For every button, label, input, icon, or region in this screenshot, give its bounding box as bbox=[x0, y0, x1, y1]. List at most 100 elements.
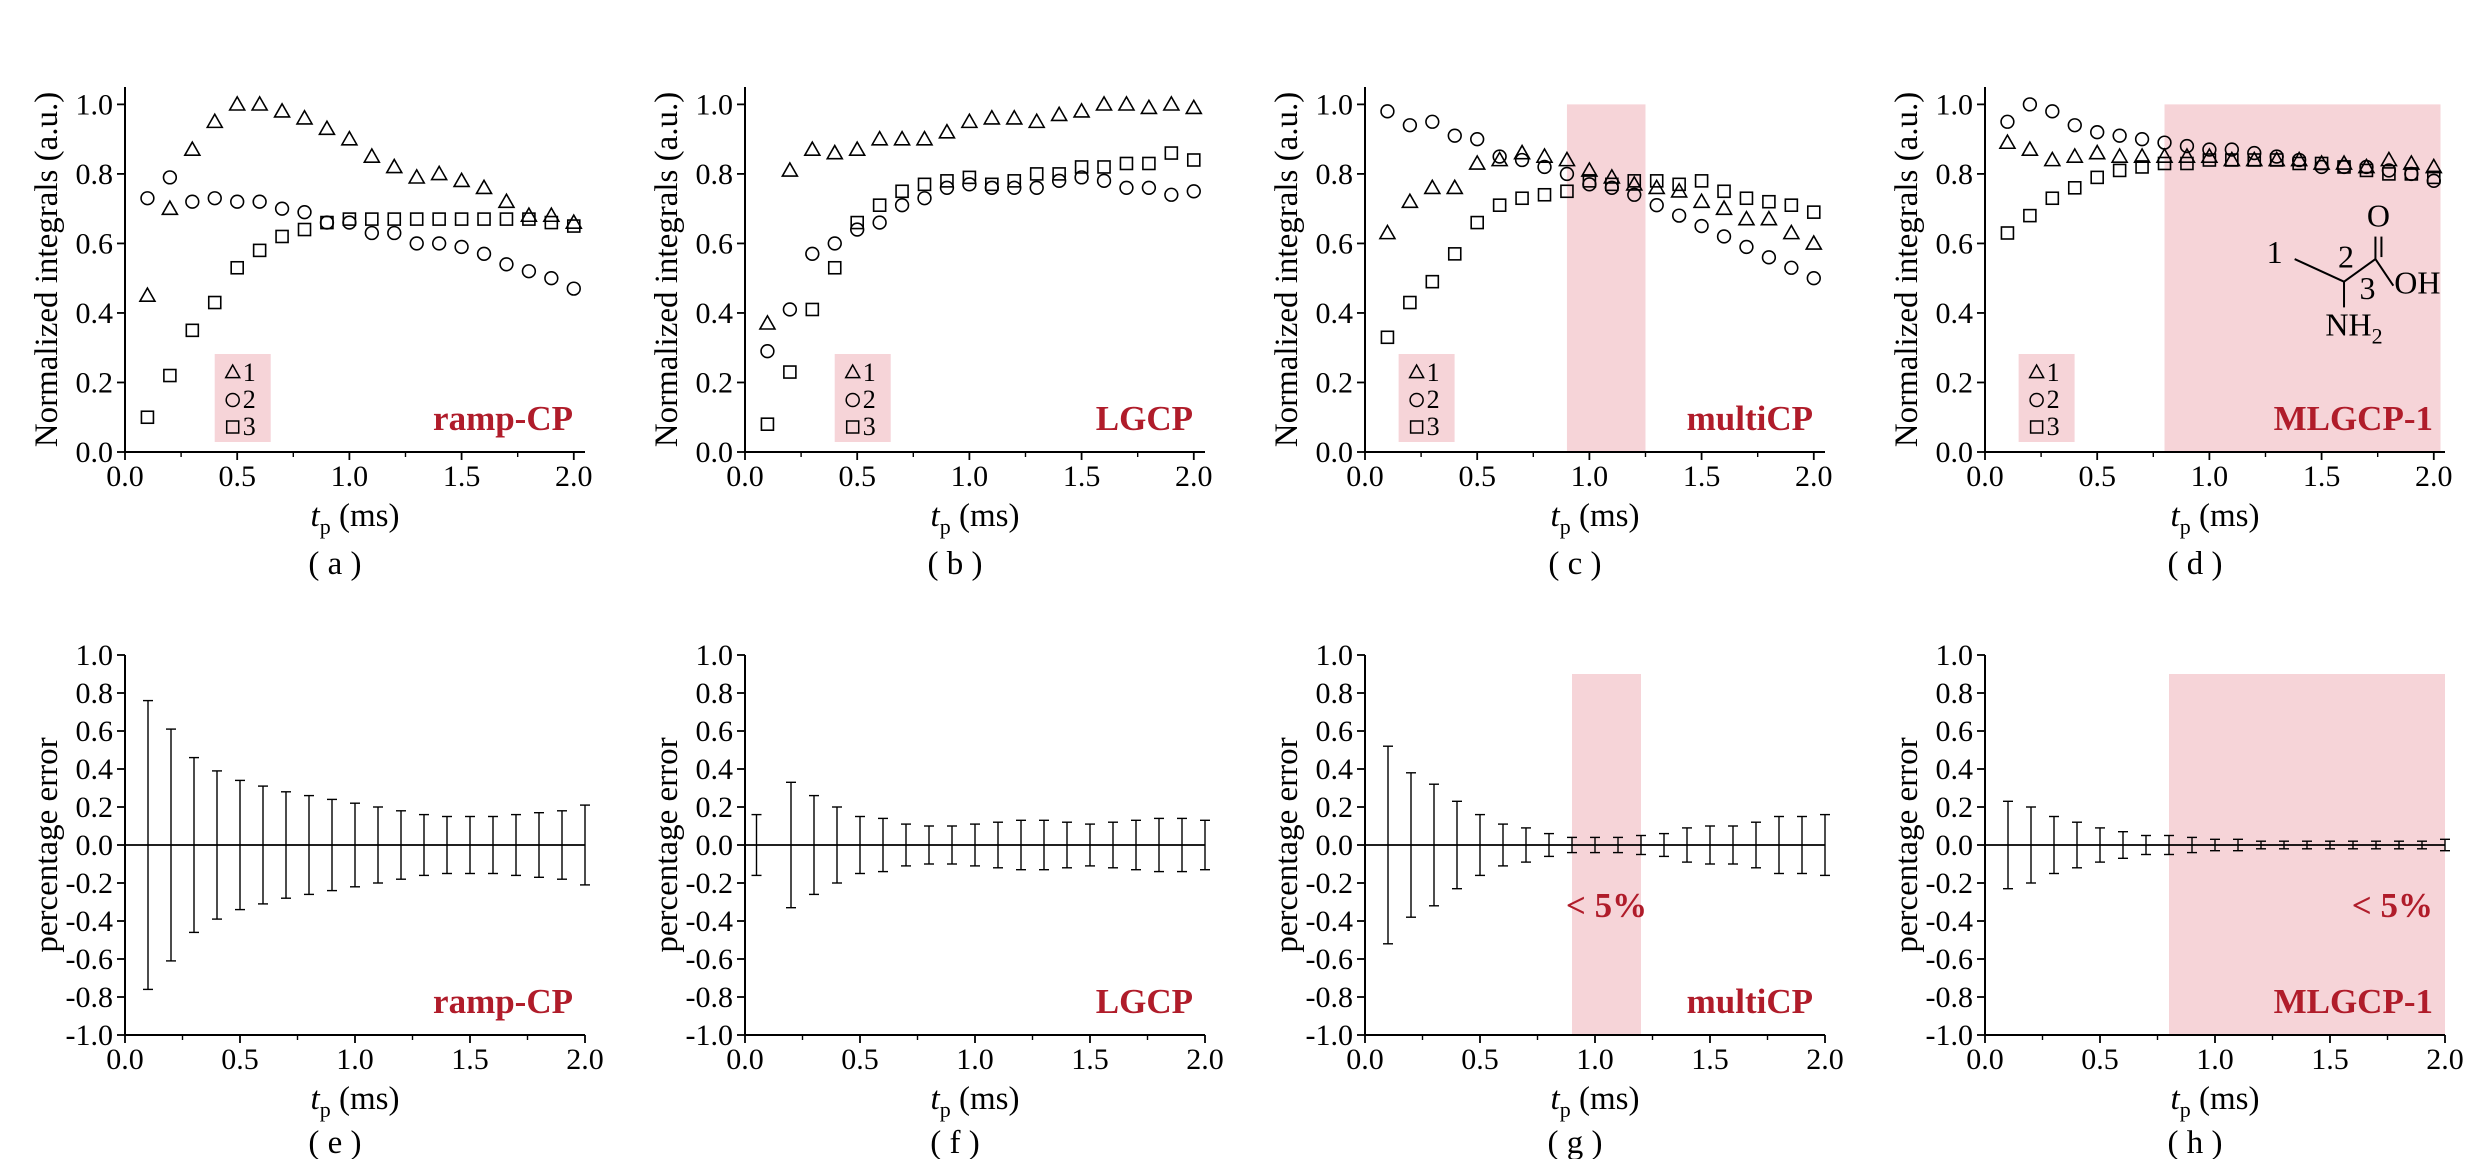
data-point bbox=[362, 147, 381, 163]
x-tick-label: 1.0 bbox=[2191, 460, 2229, 493]
data-point bbox=[1762, 194, 1776, 209]
data-point bbox=[1560, 184, 1574, 199]
error-bar bbox=[1062, 821, 1072, 869]
y-tick-label: -0.8 bbox=[1926, 981, 1974, 1014]
data-point bbox=[1806, 271, 1821, 286]
panel-label: ( h ) bbox=[2168, 1125, 2223, 1159]
amine-label-nh: NH bbox=[2325, 306, 2371, 342]
y-tick-label: -1.0 bbox=[686, 1019, 734, 1052]
data-point bbox=[760, 344, 775, 359]
error-bar bbox=[488, 815, 498, 875]
data-point bbox=[185, 194, 200, 209]
y-tick-label: 0.4 bbox=[696, 753, 734, 786]
series-3 bbox=[760, 146, 1201, 431]
data-point bbox=[917, 191, 932, 206]
data-point bbox=[1142, 156, 1156, 171]
y-tick-label: 0.8 bbox=[1316, 158, 1354, 191]
error-bar bbox=[1521, 827, 1531, 863]
x-axis-label-var: t bbox=[1551, 498, 1561, 534]
panel-g: 0.0 0.5 1.0 1.5 2.0 -1.0 -0.8 -0.6 -0.4 -0.2 0.0 0.… bbox=[1269, 639, 1844, 1159]
error-bar bbox=[2256, 840, 2266, 850]
carbon-label-2: 2 bbox=[2338, 239, 2354, 275]
data-point bbox=[782, 302, 798, 317]
data-point bbox=[521, 264, 537, 279]
legend-circle-icon bbox=[1409, 392, 1424, 408]
error-bar bbox=[809, 794, 819, 896]
error-bar bbox=[212, 770, 222, 920]
data-point bbox=[476, 246, 492, 262]
y-tick-label: 0.0 bbox=[696, 829, 734, 862]
data-point bbox=[252, 243, 267, 258]
data-point bbox=[1470, 215, 1484, 230]
data-point bbox=[1117, 95, 1136, 111]
y-tick-label: 0.6 bbox=[76, 715, 114, 748]
x-tick-label: 1.5 bbox=[451, 1043, 489, 1076]
y-tick-label: 0.0 bbox=[76, 829, 114, 862]
error-bar bbox=[1590, 836, 1600, 854]
error-bar bbox=[1383, 745, 1393, 945]
data-point bbox=[1095, 95, 1113, 111]
x-tick-label: 1.5 bbox=[1071, 1043, 1109, 1076]
series-3 bbox=[2000, 153, 2441, 240]
data-point bbox=[1072, 102, 1091, 118]
legend-label: 3 bbox=[1427, 412, 1440, 441]
y-tick-label: 0.6 bbox=[76, 227, 114, 260]
data-point bbox=[2424, 157, 2443, 174]
y-tick-label: 0.2 bbox=[76, 791, 114, 824]
data-point bbox=[1380, 330, 1395, 345]
legend-triangle-icon bbox=[224, 363, 241, 379]
carbon-label-1: 1 bbox=[2267, 234, 2283, 270]
legend-triangle-icon bbox=[2028, 363, 2045, 379]
data-point bbox=[1535, 147, 1554, 163]
data-point bbox=[228, 95, 247, 111]
x-axis-label-var: t bbox=[931, 498, 941, 534]
x-tick-label: 1.5 bbox=[1063, 460, 1101, 493]
data-point bbox=[895, 184, 909, 199]
error-bar bbox=[419, 813, 429, 877]
data-point bbox=[870, 130, 889, 146]
threshold-annotation: < 5% bbox=[2352, 886, 2433, 925]
data-point bbox=[432, 212, 446, 226]
data-point bbox=[1649, 174, 1664, 188]
data-point bbox=[409, 236, 424, 251]
data-point bbox=[894, 198, 910, 213]
data-point bbox=[984, 180, 1000, 195]
data-point bbox=[1737, 209, 1756, 226]
data-point bbox=[1716, 229, 1732, 244]
data-point bbox=[2402, 154, 2421, 170]
y-axis-label: Normalized integrals (a.u.) bbox=[1269, 92, 1305, 448]
error-bar bbox=[1682, 827, 1692, 863]
x-axis-label-sub: p bbox=[2180, 514, 2191, 539]
legend-label: 2 bbox=[2047, 385, 2060, 414]
error-bar bbox=[1177, 817, 1187, 873]
highlight-band bbox=[2169, 674, 2445, 1035]
x-tick-label: 1.0 bbox=[331, 460, 369, 493]
data-point bbox=[2043, 150, 2062, 167]
error-bar bbox=[751, 813, 762, 877]
data-point bbox=[430, 164, 449, 181]
data-point bbox=[140, 410, 155, 425]
y-tick-label: -1.0 bbox=[1306, 1019, 1354, 1052]
data-point bbox=[185, 323, 200, 338]
data-point bbox=[1007, 174, 1022, 188]
error-bar bbox=[786, 781, 796, 909]
data-point bbox=[1537, 159, 1552, 175]
y-tick-label: 0.2 bbox=[696, 366, 734, 399]
method-label: MLGCP-1 bbox=[2274, 982, 2433, 1021]
data-point bbox=[1119, 156, 1134, 171]
data-point bbox=[1739, 191, 1754, 206]
legend-label: 2 bbox=[243, 385, 256, 414]
legend-square-icon bbox=[1409, 420, 1424, 434]
data-point bbox=[385, 157, 404, 174]
error-bar bbox=[1659, 832, 1669, 858]
error-bar bbox=[1039, 819, 1049, 871]
y-tick-label: -1.0 bbox=[66, 1019, 114, 1052]
data-point bbox=[962, 177, 977, 192]
x-axis-label-sub: p bbox=[1560, 1097, 1571, 1122]
data-point bbox=[1513, 143, 1531, 160]
data-point bbox=[1425, 274, 1440, 289]
error-bar bbox=[2003, 800, 2013, 890]
legend-label: 3 bbox=[243, 412, 256, 441]
